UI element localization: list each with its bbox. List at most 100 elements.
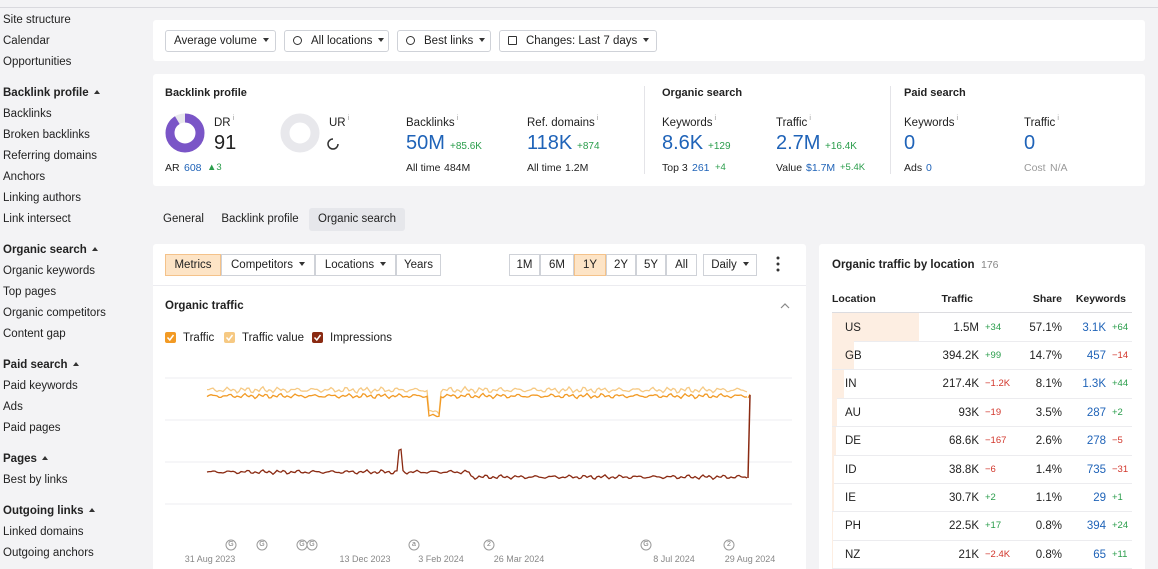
sidebar-link[interactable]: Paid keywords	[3, 380, 78, 392]
metric-sub-value: N/A	[1050, 162, 1068, 174]
share-bar	[832, 369, 845, 398]
metric-sub-value: 1.2M	[565, 162, 589, 174]
sidebar-link[interactable]: Broken backlinks	[3, 129, 90, 141]
sidebar-link[interactable]: Site structure	[3, 14, 71, 26]
legend-label: Traffic value	[242, 332, 304, 344]
annotation-label[interactable]: a	[412, 541, 416, 548]
share: 57.1%	[1029, 321, 1062, 334]
filter-button[interactable]: Average volume	[165, 30, 276, 52]
range-button[interactable]: 6M	[540, 254, 574, 276]
keywords[interactable]: 457	[1086, 349, 1106, 362]
tab[interactable]: Backlink profile	[221, 213, 299, 225]
sidebar-link[interactable]: Paid pages	[3, 422, 61, 434]
metric-label: Traffic	[1024, 111, 1059, 131]
tab[interactable]: General	[163, 213, 204, 225]
metric-value[interactable]: 50M	[406, 132, 445, 154]
filter-icon	[406, 36, 415, 45]
row-line	[832, 539, 1132, 541]
metric-delta: +16.4K	[825, 141, 857, 152]
traffic: 30.7K	[948, 491, 979, 504]
share: 1.1%	[1035, 491, 1062, 504]
sidebar-link[interactable]: Backlinks	[3, 108, 52, 120]
sidebar-section[interactable]: Pages	[3, 451, 48, 467]
sidebar-link[interactable]: Best by links	[3, 474, 68, 486]
share-bar	[832, 341, 855, 370]
sidebar-link[interactable]: Linking authors	[3, 192, 81, 204]
legend-label: Traffic	[183, 332, 215, 344]
sidebar-link[interactable]: Referring domains	[3, 150, 97, 162]
traffic-delta: −2.4K	[985, 548, 1011, 560]
x-tick-label: 3 Feb 2024	[418, 554, 464, 564]
keywords[interactable]: 29	[1093, 491, 1106, 504]
keywords[interactable]: 1.3K	[1082, 378, 1106, 391]
column-header: Traffic	[941, 293, 973, 305]
row-line	[832, 483, 1132, 484]
location: PH	[845, 520, 861, 533]
sidebar-link[interactable]: Ads	[3, 401, 23, 413]
metric-value[interactable]: 2.7M	[776, 132, 821, 154]
filter-button[interactable]: Best links	[397, 30, 491, 52]
sidebar-link[interactable]: Content gap	[3, 328, 66, 340]
location: GB	[845, 349, 862, 362]
sidebar-link[interactable]: Outgoing anchors	[3, 547, 94, 559]
keywords-delta: +44	[1112, 378, 1129, 390]
location: ID	[845, 463, 857, 476]
share-bar	[832, 398, 838, 427]
metric-label: Traffic	[776, 111, 811, 131]
keywords[interactable]: 287	[1086, 406, 1106, 419]
range-button[interactable]: All	[666, 254, 697, 276]
tab[interactable]: Organic search	[309, 208, 405, 231]
metric-delta: +85.6K	[450, 141, 482, 152]
x-tick-label: 8 Jul 2024	[653, 554, 695, 564]
chart-panel	[153, 244, 806, 569]
sidebar-link[interactable]: Calendar	[3, 35, 50, 47]
sidebar-section[interactable]: Paid search	[3, 357, 79, 373]
keywords[interactable]: 394	[1086, 520, 1106, 533]
keywords-delta: +11	[1112, 548, 1128, 560]
metric-sub-value: 608	[184, 162, 202, 174]
chart-control[interactable]: Competitors	[221, 254, 315, 276]
sidebar-link[interactable]: Top pages	[3, 286, 57, 298]
range-button[interactable]: 1M	[509, 254, 540, 276]
range-button[interactable]: 1Y	[574, 254, 606, 276]
sidebar-link[interactable]: Link intersect	[3, 213, 71, 225]
annotation-label[interactable]: G	[643, 541, 649, 548]
sidebar-section[interactable]: Outgoing links	[3, 503, 95, 519]
range-button[interactable]: 2Y	[606, 254, 636, 276]
location: DE	[845, 435, 861, 448]
annotation-label[interactable]: G	[228, 541, 234, 548]
keywords[interactable]: 735	[1086, 463, 1106, 476]
sidebar-link[interactable]: Linked domains	[3, 526, 84, 538]
sidebar-link[interactable]: Organic keywords	[3, 265, 96, 277]
metric-value[interactable]: 0	[904, 132, 916, 154]
sidebar-link[interactable]: Organic competitors	[3, 307, 106, 319]
column-header: Location	[832, 293, 876, 305]
sidebar-section[interactable]: Backlink profile	[3, 85, 100, 101]
annotation-label[interactable]: 2	[487, 541, 491, 548]
chart-control[interactable]: Locations	[315, 254, 396, 276]
metric-sub-value: 484M	[444, 162, 471, 174]
keywords[interactable]: 65	[1093, 548, 1106, 561]
filter-button[interactable]: All locations	[284, 30, 389, 52]
annotation-label[interactable]: G	[259, 541, 265, 548]
annotation-label[interactable]: G	[299, 541, 305, 548]
interval-select[interactable]: Daily	[703, 254, 757, 276]
metric-value[interactable]: 8.6K	[662, 132, 704, 154]
chart-control[interactable]: Years	[396, 254, 441, 276]
metric-value[interactable]: 118K	[527, 132, 573, 154]
x-tick-label: 26 Mar 2024	[493, 554, 545, 564]
sidebar-section[interactable]: Organic search	[3, 242, 98, 258]
keywords[interactable]: 278	[1086, 435, 1106, 448]
sidebar-link[interactable]: Anchors	[3, 171, 46, 183]
annotation-label[interactable]: G	[309, 541, 315, 548]
keywords[interactable]: 3.1K	[1082, 321, 1106, 334]
annotation-label[interactable]: 2	[727, 541, 731, 548]
row-line	[832, 426, 1132, 428]
row-line	[832, 511, 1132, 513]
share: 2.6%	[1035, 435, 1062, 448]
range-button[interactable]: 5Y	[636, 254, 666, 276]
filter-button[interactable]: Changes: Last 7 days	[499, 30, 657, 52]
sidebar-link[interactable]: Opportunities	[3, 56, 72, 68]
chart-control[interactable]: Metrics	[165, 254, 221, 276]
metric-value[interactable]: 0	[1024, 132, 1036, 154]
